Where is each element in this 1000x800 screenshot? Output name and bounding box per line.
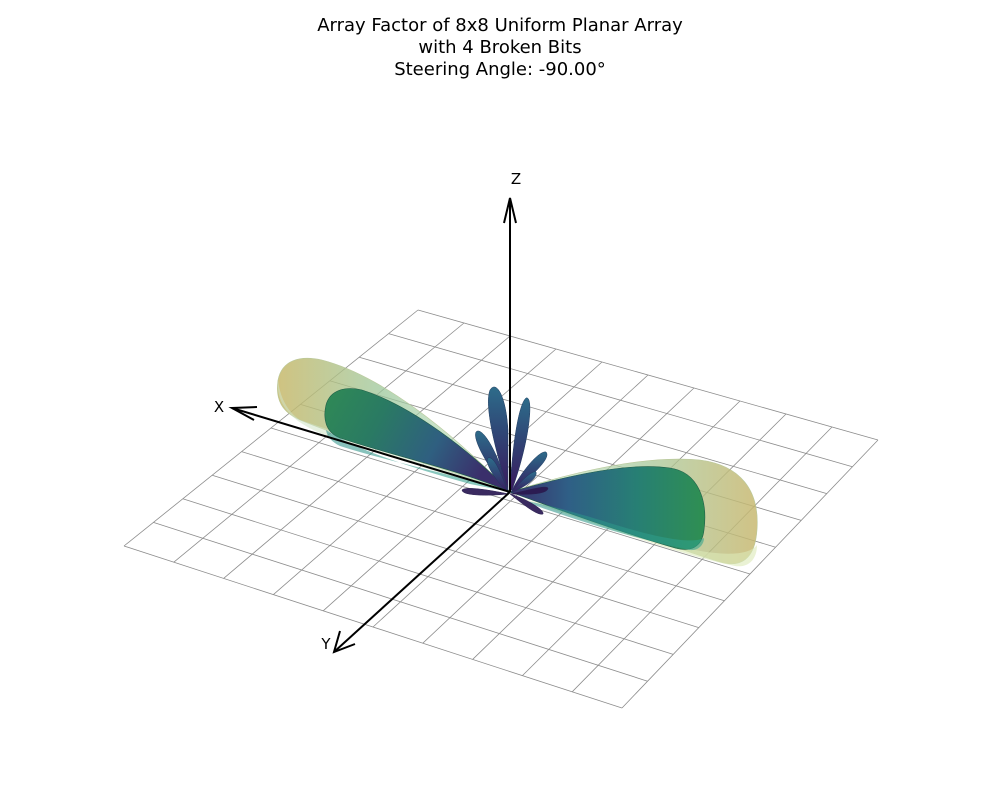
side-lobe-tall-right: [509, 397, 531, 491]
main-lobe-right-underside: [520, 500, 704, 551]
side-lobe-small-right: [510, 471, 537, 494]
x-axis: [228, 406, 511, 493]
grid-line: [182, 498, 674, 655]
grid-line: [472, 400, 741, 660]
y-axis-label: Y: [320, 635, 331, 653]
z-axis-label: Z: [511, 170, 521, 188]
radiation-pattern: [277, 357, 758, 567]
grid-line: [571, 426, 833, 693]
axes-arrows: [228, 197, 517, 654]
side-lobes: [461, 386, 549, 515]
y-axis: [332, 491, 511, 654]
side-lobe-low-right: [509, 493, 544, 515]
side-lobe-rear: [509, 486, 549, 495]
main-lobe-left: [324, 388, 511, 493]
main-lobe-right: [509, 466, 706, 550]
title-line-3: Steering Angle: -90.00°: [394, 59, 606, 80]
ground-grid: [123, 309, 879, 709]
grid-line: [522, 413, 787, 676]
chart-title: Array Factor of 8x8 Uniform Planar Array…: [317, 15, 683, 80]
side-lobe-small-left: [486, 457, 509, 494]
z-axis: [503, 197, 517, 492]
title-line-1: Array Factor of 8x8 Uniform Planar Array: [317, 15, 683, 36]
grid-line: [241, 451, 725, 602]
side-lobe-low-left: [461, 488, 510, 496]
grid-line: [153, 522, 648, 682]
grid-line: [123, 545, 623, 709]
x-axis-label: X: [214, 398, 224, 416]
grid-line: [372, 374, 649, 628]
title-line-2: with 4 Broken Bits: [418, 37, 581, 58]
grid-line: [422, 387, 695, 644]
grid-line: [212, 474, 699, 628]
side-lobe-tall-left: [488, 386, 509, 491]
grid-line: [621, 439, 879, 709]
